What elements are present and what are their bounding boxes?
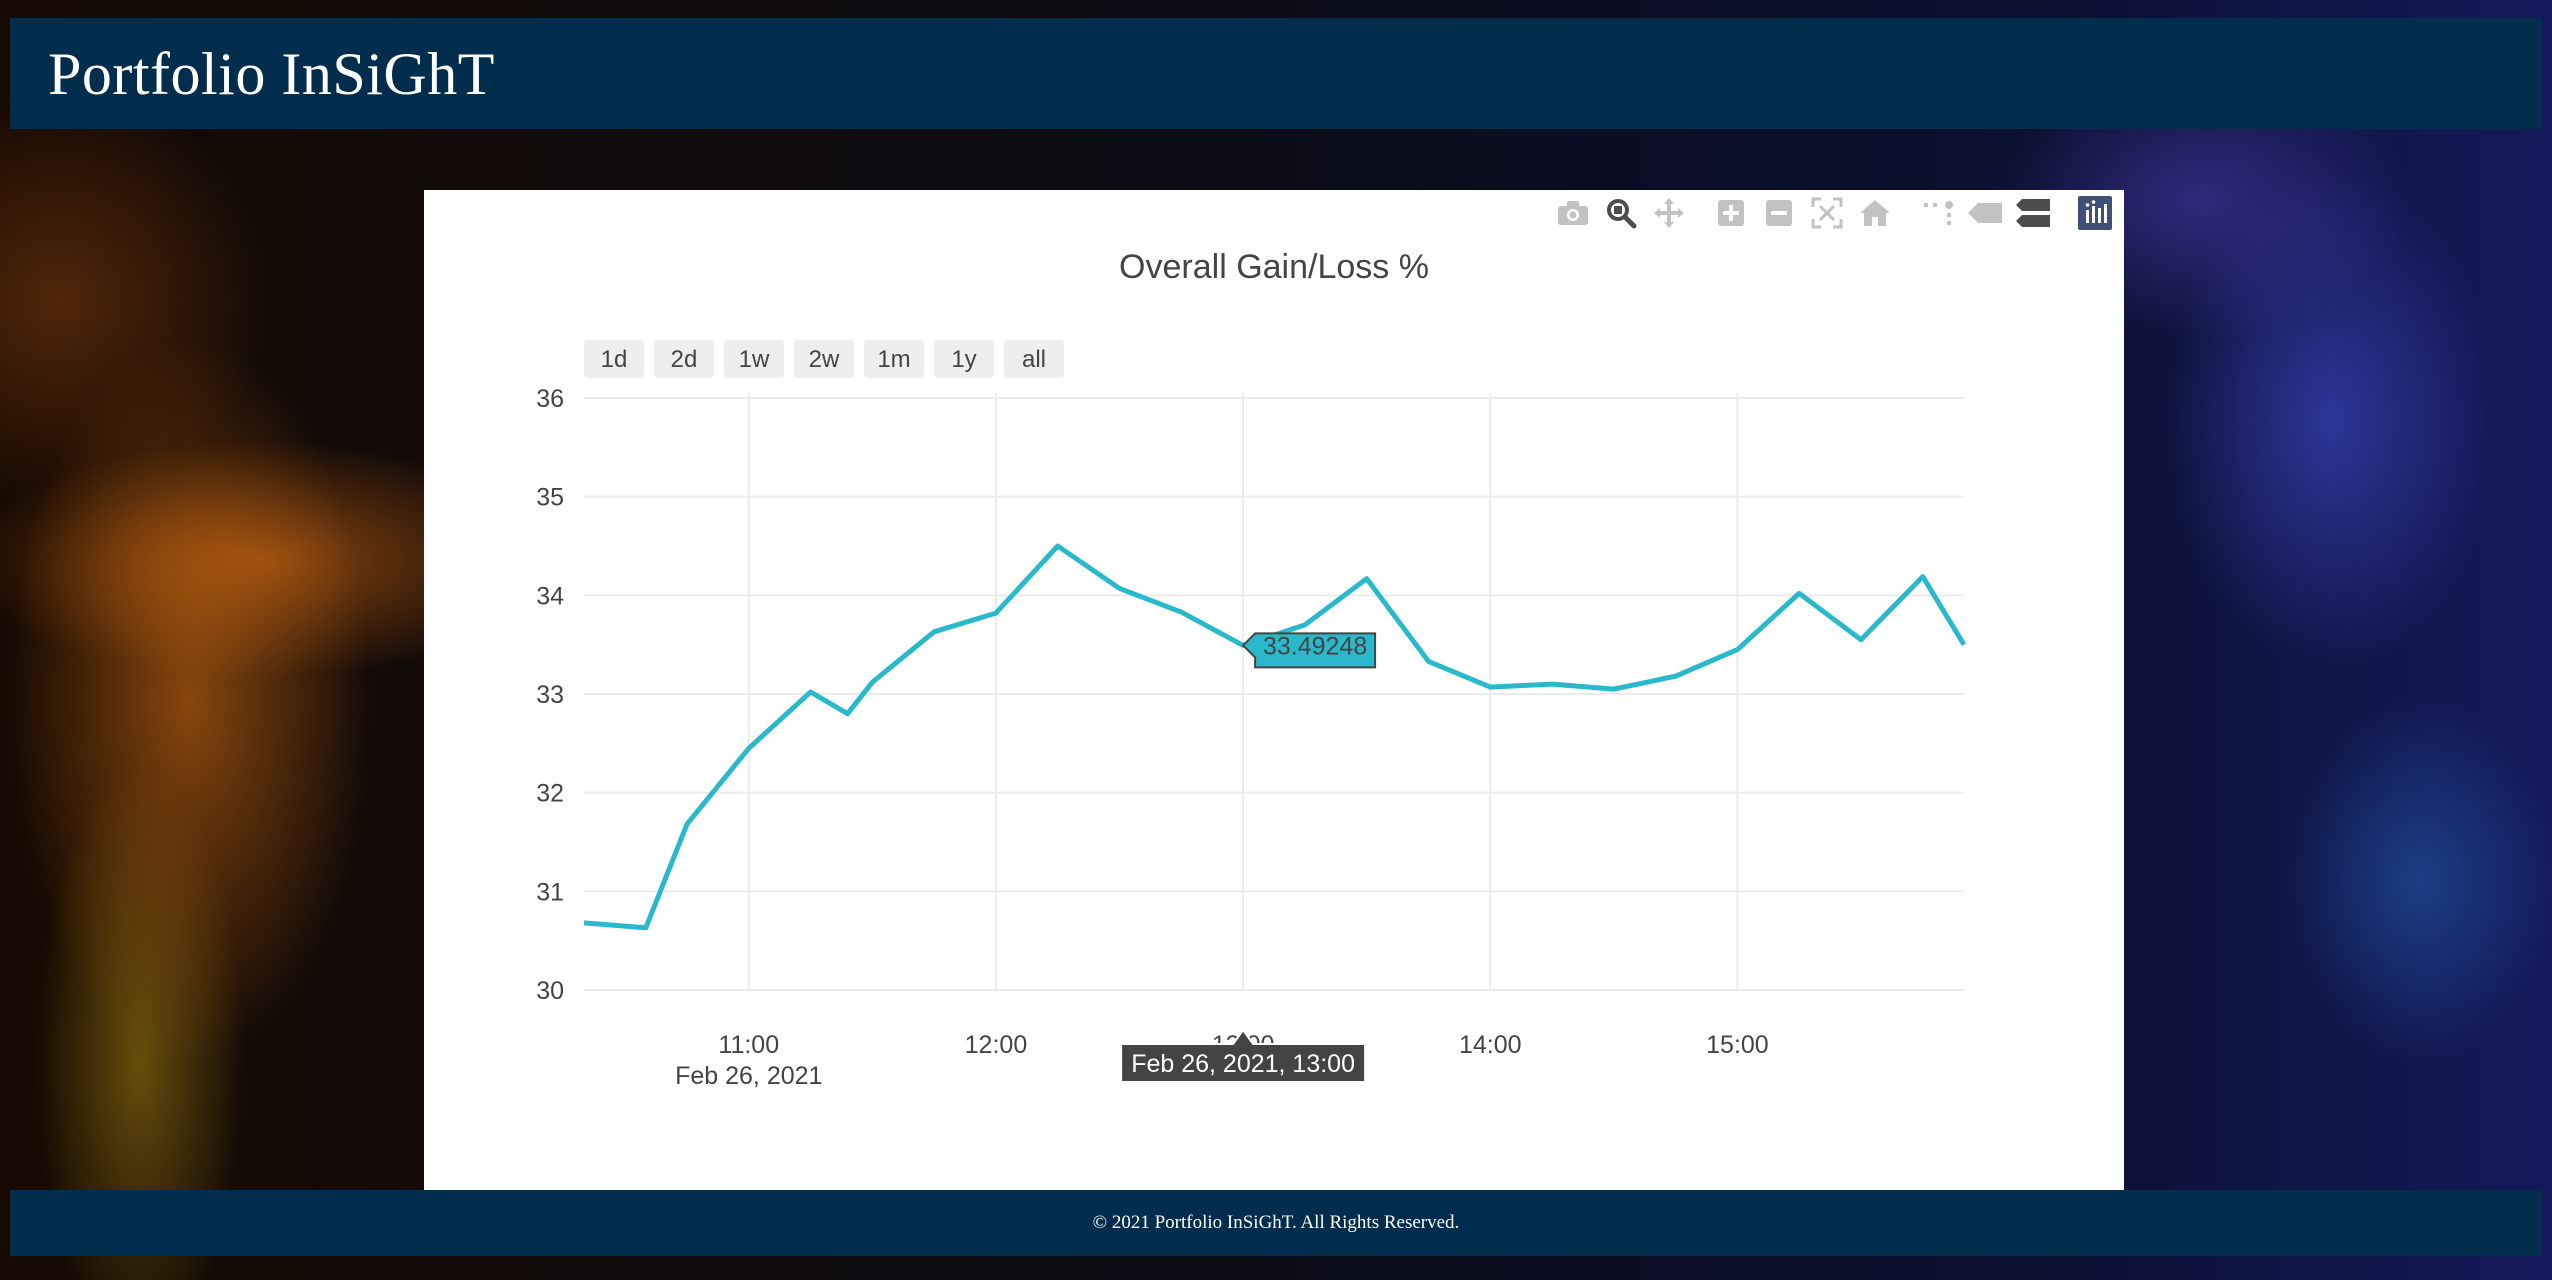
y-tick-label: 30 [536,977,564,1005]
pan-icon[interactable] [1650,194,1688,232]
data-point[interactable] [1857,636,1865,644]
data-point[interactable] [745,744,753,752]
range-button-label[interactable]: 2w [809,346,840,373]
range-button-2d[interactable] [654,340,714,378]
autoscale-icon[interactable] [1808,194,1846,232]
brand-title[interactable]: Portfolio InSiGhT [48,41,495,107]
range-button-label[interactable]: 2d [671,346,698,373]
series-line [583,543,1967,931]
data-point[interactable] [1610,685,1618,693]
spike-lines-icon[interactable] [1918,194,1956,232]
data-point[interactable] [1919,573,1927,581]
data-point[interactable] [868,678,876,686]
data-point[interactable] [1116,584,1124,592]
data-point[interactable] [992,609,1000,617]
range-button-label[interactable]: 1d [601,346,628,373]
data-point[interactable] [683,820,691,828]
plotly-logo-icon[interactable] [2076,194,2114,232]
x-tick-label: 12:00 [965,1031,1028,1059]
range-button-2w[interactable] [794,340,854,378]
range-button-1m[interactable] [864,340,924,378]
data-point[interactable] [1795,589,1803,597]
data-point[interactable] [1672,672,1680,680]
hover-compare-icon[interactable] [2014,194,2052,232]
hover-value-box [1241,632,1377,669]
data-point[interactable] [1177,608,1185,616]
chart-modebar [1554,194,2114,232]
x-tick-label: 15:00 [1706,1031,1769,1059]
data-point[interactable] [1054,542,1062,550]
data-point[interactable] [1960,641,1968,649]
y-tick-label: 34 [536,582,564,610]
data-point[interactable] [1486,683,1494,691]
app-footer: © 2021 Portfolio InSiGhT. All Rights Res… [10,1190,2542,1256]
zoom-out-icon[interactable] [1760,194,1798,232]
data-point[interactable] [1733,646,1741,654]
data-point[interactable] [807,688,815,696]
y-tick-label: 32 [536,780,564,808]
range-button-1d[interactable] [584,340,644,378]
x-tick-label: 14:00 [1459,1031,1522,1059]
data-point[interactable] [930,628,938,636]
copyright-text: © 2021 Portfolio InSiGhT. All Rights Res… [1092,1212,1460,1233]
hover-x-label: Feb 26, 2021, 13:00 [1131,1050,1355,1078]
data-point[interactable] [1363,575,1371,583]
y-tick-label: 31 [536,878,564,906]
y-tick-label: 35 [536,484,564,512]
line-chart[interactable]: Overall Gain/Loss % 1d 2d 1w 2w 1m 1y all 30 31 32… [424,190,2124,1190]
y-tick-label: 36 [536,385,564,413]
range-button-label[interactable]: 1y [951,346,976,373]
y-tick-label: 33 [536,681,564,709]
data-point[interactable] [1301,621,1309,629]
data-point[interactable] [642,924,650,932]
range-button-label[interactable]: 1w [739,346,770,373]
hover-x-box [1120,1028,1367,1083]
hover-closest-icon[interactable] [1966,194,2004,232]
zoom-in-icon[interactable] [1712,194,1750,232]
x-date-label: Feb 26, 2021 [675,1062,822,1090]
x-tick-label: 11:00 [718,1031,779,1059]
range-button-label[interactable]: all [1022,346,1046,373]
chart-panel: Overall Gain/Loss % 1d 2d 1w 2w 1m 1y all 30 31 32… [424,190,2124,1190]
data-point[interactable] [580,919,588,927]
app-header: Portfolio InSiGhT [10,18,2542,129]
data-point[interactable] [844,710,852,718]
chart-title: Overall Gain/Loss % [1119,248,1429,286]
range-button-1w[interactable] [724,340,784,378]
reset-axes-icon[interactable] [1856,194,1894,232]
hover-value-label: 33.49248 [1263,632,1367,660]
range-button-label[interactable]: 1m [877,346,910,373]
camera-icon[interactable] [1554,194,1592,232]
zoom-icon[interactable] [1602,194,1640,232]
data-point[interactable] [1548,680,1556,688]
range-button-1y[interactable] [934,340,994,378]
data-point[interactable] [1424,657,1432,665]
range-button-all[interactable] [1004,340,1064,378]
